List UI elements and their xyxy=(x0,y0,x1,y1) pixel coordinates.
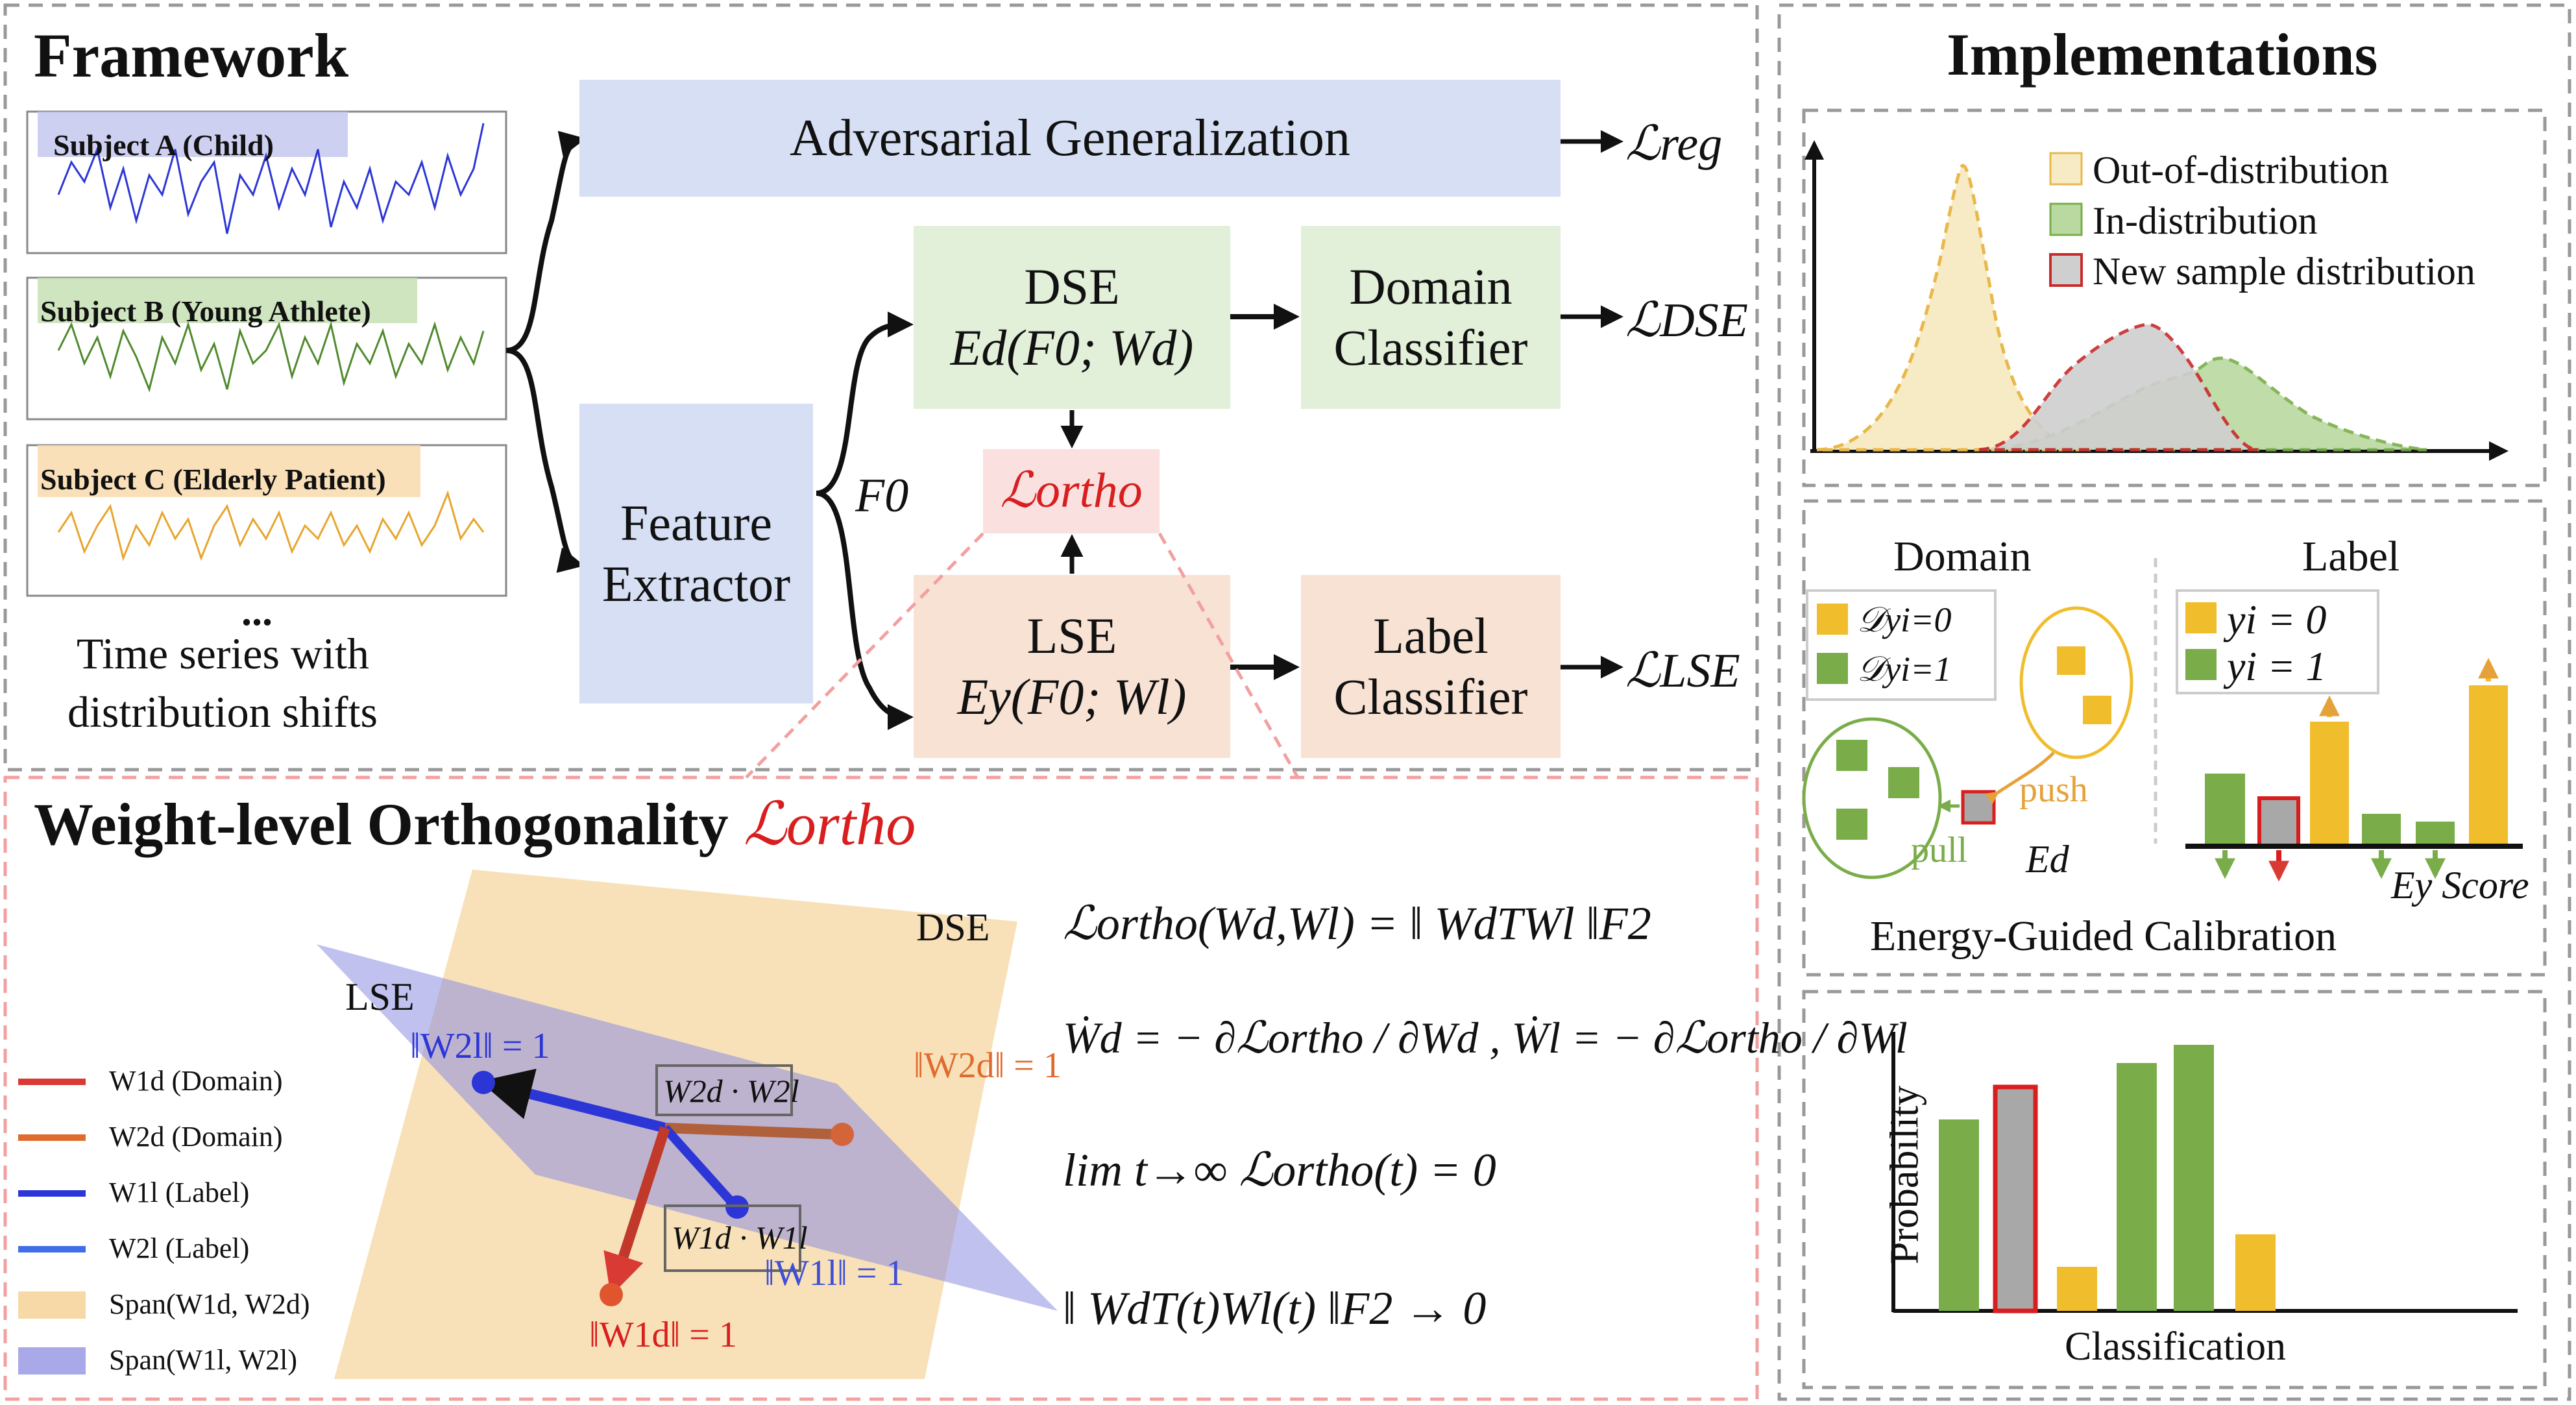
pull-label: pull xyxy=(1911,830,1968,870)
ortho-box xyxy=(983,449,1160,533)
prob-y-label: Probability xyxy=(1882,1085,1927,1265)
label-classifier-label: Label Classifier xyxy=(1301,575,1561,758)
dist-legend-new: New sample distribution xyxy=(2093,250,2475,293)
prob-bar xyxy=(1993,1084,2038,1313)
legend-span-l: Span(W1l, W2l) xyxy=(109,1344,298,1376)
calibration-label: Energy-Guided Calibration xyxy=(1870,912,2337,960)
equation-gradient-flow: Ẇd = − ∂ℒortho / ∂Wd , Ẇl = − ∂ℒortho / … xyxy=(1063,1013,1908,1062)
prob-x-label: Classification xyxy=(2065,1325,2286,1369)
time-series-c xyxy=(26,444,507,597)
adversarial-label: Adversarial Generalization xyxy=(789,110,1351,167)
framework-title: Framework xyxy=(34,21,349,90)
prob-panel-frame xyxy=(1802,990,2547,1389)
plane-lse-label: LSE xyxy=(345,975,415,1018)
label-classifier-box xyxy=(1301,575,1561,758)
plane-dse-label: DSE xyxy=(916,906,990,949)
lse-title: LSE xyxy=(1027,607,1117,665)
label-classifier-line1: Label xyxy=(1373,607,1488,665)
orthogonality-title: Weight-level Orthogonality ℒortho xyxy=(34,794,916,854)
adversarial-box xyxy=(579,80,1561,197)
dse-box xyxy=(914,226,1230,409)
label-section-title: Label xyxy=(2302,533,2400,580)
time-series-a xyxy=(26,110,507,254)
subject-a-label: Subject A (Child) xyxy=(53,128,274,162)
dse-formula: Ed(F0; Wd) xyxy=(950,319,1194,376)
prob-bar xyxy=(2057,1267,2097,1311)
ortho-loss-label: ℒortho xyxy=(1000,463,1143,519)
ey-score-label: Ey Score xyxy=(2391,864,2529,907)
legend-span-d: Span(W1d, W2d) xyxy=(109,1288,310,1320)
norm-w2l-label: ‖W2l‖ = 1 xyxy=(410,1026,550,1066)
calibration-diagram xyxy=(1802,558,2523,882)
feature-extractor-line1: Feature xyxy=(620,495,772,552)
distribution-plot xyxy=(1804,140,2509,461)
dist-legend-id: In-distribution xyxy=(2093,199,2318,242)
domain-legend-1: 𝒟yi=1 xyxy=(1857,650,1952,689)
prob-bar xyxy=(2174,1045,2214,1311)
legend-w2d: W2d (Domain) xyxy=(109,1121,283,1153)
norm-w1l-label: ‖W1l‖ = 1 xyxy=(764,1253,905,1293)
lse-formula: Ey(F0; Wl) xyxy=(957,668,1187,725)
domain-classifier-box xyxy=(1301,226,1561,409)
dist-panel-frame xyxy=(1802,108,2547,487)
prob-bar xyxy=(1939,1119,1979,1311)
implementations-frame xyxy=(1777,3,2571,1401)
equation-convergence: ‖ WdT(t)Wl(t) ‖F2 → 0 xyxy=(1063,1282,1487,1334)
feature-extractor-box xyxy=(579,404,813,703)
ed-label: Ed xyxy=(2026,838,2069,881)
legend-w1l: W1l (Label) xyxy=(109,1177,250,1208)
prob-bar xyxy=(2235,1234,2276,1311)
lse-box xyxy=(914,575,1230,758)
dot-upper-label: W2d · W2l xyxy=(663,1073,799,1109)
ts-caption-2: distribution shifts xyxy=(67,687,378,737)
legend-w1d: W1d (Domain) xyxy=(109,1065,283,1097)
prob-bar xyxy=(2117,1063,2157,1311)
loss-dse: ℒDSE xyxy=(1625,294,1748,347)
loss-lse: ℒLSE xyxy=(1625,644,1740,698)
legend-w2l: W2l (Label) xyxy=(109,1232,250,1264)
ellipsis: ... xyxy=(241,588,273,634)
subject-b-label: Subject B (Young Athlete) xyxy=(40,295,371,328)
dot-lower-label: W1d · W1l xyxy=(672,1219,808,1256)
norm-w2d-label: ‖W2d‖ = 1 xyxy=(914,1045,1062,1086)
label-legend-0: yi = 0 xyxy=(2227,596,2327,642)
equation-limit: lim t→∞ ℒortho(t) = 0 xyxy=(1063,1144,1496,1196)
orthogonality-frame xyxy=(3,776,1759,1401)
dse-title: DSE xyxy=(1024,258,1120,315)
domain-classifier-label: Domain Classifier xyxy=(1301,226,1561,409)
subject-c-label: Subject C (Elderly Patient) xyxy=(40,463,386,496)
ts-caption-1: Time series with xyxy=(77,629,369,678)
f0-label: F0 xyxy=(855,469,909,522)
equation-ortho-loss: ℒortho(Wd,Wl) = ‖ WdTWl ‖F2 xyxy=(1063,898,1651,949)
label-legend-1: yi = 1 xyxy=(2227,643,2327,689)
domain-legend-0: 𝒟yi=0 xyxy=(1857,600,1952,639)
domain-classifier-line1: Domain xyxy=(1349,258,1513,315)
orthogonality-title-text: Weight-level Orthogonality xyxy=(34,791,729,857)
lse-label: LSE Ey(F0; Wl) xyxy=(914,575,1230,758)
time-series-b xyxy=(26,276,507,421)
framework-frame xyxy=(3,3,1759,772)
push-label: push xyxy=(2019,770,2088,810)
norm-w1d-label: ‖W1d‖ = 1 xyxy=(589,1315,737,1355)
probability-chart xyxy=(1891,1032,2518,1313)
feature-extractor-label: Feature Extractor xyxy=(579,404,813,703)
domain-classifier-line2: Classifier xyxy=(1333,319,1528,376)
loss-reg: ℒreg xyxy=(1625,117,1723,171)
feature-extractor-line2: Extractor xyxy=(601,556,791,612)
dse-label: DSE Ed(F0; Wd) xyxy=(914,226,1230,409)
label-classifier-line2: Classifier xyxy=(1333,668,1528,725)
orthogonality-title-loss: ℒortho xyxy=(743,791,916,857)
implementations-title: Implementations xyxy=(1947,21,2378,88)
dist-legend-ood: Out-of-distribution xyxy=(2093,149,2389,191)
domain-section-title: Domain xyxy=(1893,533,2032,580)
